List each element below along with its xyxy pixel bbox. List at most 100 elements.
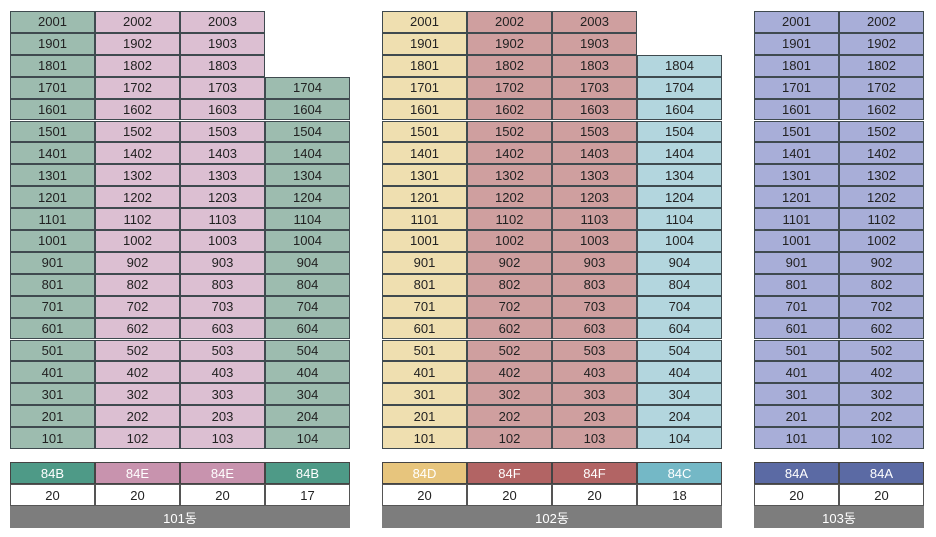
unit-cell: 902 xyxy=(839,251,924,274)
unit-cell: 1204 xyxy=(637,186,722,209)
unit-cell: 701 xyxy=(754,295,839,318)
unit-cell: 104 xyxy=(637,427,722,449)
unit-cell: 1001 xyxy=(382,230,467,252)
unit-cell: 1902 xyxy=(95,32,180,55)
unit-cell: 1004 xyxy=(265,230,350,252)
unit-cell: 401 xyxy=(382,361,467,384)
unit-cell: 1004 xyxy=(637,230,722,252)
unit-cell: 404 xyxy=(637,361,722,384)
unit-cell: 1202 xyxy=(467,186,552,209)
unit-type-label: 84C xyxy=(637,462,722,484)
unit-cell: 1402 xyxy=(95,142,180,165)
unit-cell: 1402 xyxy=(467,142,552,165)
unit-cell: 302 xyxy=(95,383,180,406)
unit-cell: 1602 xyxy=(839,98,924,121)
unit-cell: 802 xyxy=(467,273,552,296)
unit-cell: 1701 xyxy=(382,76,467,99)
unit-cell: 2001 xyxy=(382,11,467,33)
unit-cell: 1203 xyxy=(180,186,265,209)
unit-type-label: 84B xyxy=(265,462,350,484)
unit-cell: 1203 xyxy=(552,186,637,209)
unit-cell: 303 xyxy=(552,383,637,406)
unit-count: 20 xyxy=(180,484,265,506)
unit-type-label: 84D xyxy=(382,462,467,484)
unit-cell: 601 xyxy=(10,317,95,340)
unit-cell: 1502 xyxy=(467,120,552,143)
unit-count: 17 xyxy=(265,484,350,506)
unit-cell: 703 xyxy=(180,295,265,318)
unit-cell: 1702 xyxy=(467,76,552,99)
unit-cell: 501 xyxy=(754,339,839,362)
unit-cell: 2001 xyxy=(10,11,95,33)
unit-type-label: 84E xyxy=(180,462,265,484)
unit-cell: 1202 xyxy=(839,186,924,209)
unit-cell: 2002 xyxy=(467,11,552,33)
unit-cell: 701 xyxy=(10,295,95,318)
unit-cell: 304 xyxy=(637,383,722,406)
unit-cell: 1304 xyxy=(265,164,350,187)
unit-cell: 1604 xyxy=(637,98,722,121)
unit-cell: 102 xyxy=(95,427,180,449)
unit-type-label: 84F xyxy=(552,462,637,484)
unit-cell: 302 xyxy=(839,383,924,406)
unit-cell: 203 xyxy=(180,405,265,428)
unit-cell: 1002 xyxy=(95,230,180,252)
unit-cell: 801 xyxy=(382,273,467,296)
unit-cell: 202 xyxy=(467,405,552,428)
unit-cell: 1801 xyxy=(754,54,839,77)
unit-count: 20 xyxy=(754,484,839,506)
unit-cell: 1703 xyxy=(552,76,637,99)
unit-count: 20 xyxy=(95,484,180,506)
unit-cell: 1703 xyxy=(180,76,265,99)
unit-cell: 1303 xyxy=(552,164,637,187)
unit-cell: 1802 xyxy=(95,54,180,77)
unit-cell: 702 xyxy=(467,295,552,318)
unit-cell: 601 xyxy=(754,317,839,340)
unit-cell: 401 xyxy=(10,361,95,384)
unit-cell: 702 xyxy=(95,295,180,318)
unit-cell: 1404 xyxy=(265,142,350,165)
unit-cell: 903 xyxy=(552,251,637,274)
building-name: 103동 xyxy=(754,506,924,528)
unit-cell: 1901 xyxy=(10,32,95,55)
unit-cell: 1601 xyxy=(10,98,95,121)
unit-cell: 102 xyxy=(467,427,552,449)
unit-cell: 1202 xyxy=(95,186,180,209)
unit-cell: 1102 xyxy=(95,208,180,230)
unit-cell: 1601 xyxy=(754,98,839,121)
unit-cell: 1702 xyxy=(95,76,180,99)
unit-cell: 204 xyxy=(265,405,350,428)
unit-cell: 904 xyxy=(637,251,722,274)
unit-cell: 501 xyxy=(10,339,95,362)
unit-cell: 602 xyxy=(839,317,924,340)
unit-cell: 1603 xyxy=(180,98,265,121)
unit-count: 20 xyxy=(839,484,924,506)
unit-cell: 1503 xyxy=(552,120,637,143)
unit-cell: 201 xyxy=(754,405,839,428)
unit-type-label: 84A xyxy=(839,462,924,484)
unit-cell: 1003 xyxy=(552,230,637,252)
unit-type-label: 84A xyxy=(754,462,839,484)
unit-cell: 1501 xyxy=(382,120,467,143)
unit-cell: 301 xyxy=(10,383,95,406)
unit-cell: 1302 xyxy=(839,164,924,187)
unit-cell: 903 xyxy=(180,251,265,274)
unit-cell: 502 xyxy=(467,339,552,362)
unit-cell: 502 xyxy=(839,339,924,362)
unit-cell: 1103 xyxy=(552,208,637,230)
unit-cell: 1903 xyxy=(552,32,637,55)
unit-cell: 1501 xyxy=(10,120,95,143)
unit-cell: 702 xyxy=(839,295,924,318)
unit-cell: 801 xyxy=(10,273,95,296)
unit-cell: 1503 xyxy=(180,120,265,143)
unit-cell: 701 xyxy=(382,295,467,318)
unit-cell: 201 xyxy=(10,405,95,428)
unit-cell: 1603 xyxy=(552,98,637,121)
unit-cell: 104 xyxy=(265,427,350,449)
unit-cell: 501 xyxy=(382,339,467,362)
unit-cell: 901 xyxy=(382,251,467,274)
unit-cell: 403 xyxy=(552,361,637,384)
unit-cell: 1301 xyxy=(382,164,467,187)
unit-cell: 1201 xyxy=(382,186,467,209)
unit-cell: 301 xyxy=(382,383,467,406)
